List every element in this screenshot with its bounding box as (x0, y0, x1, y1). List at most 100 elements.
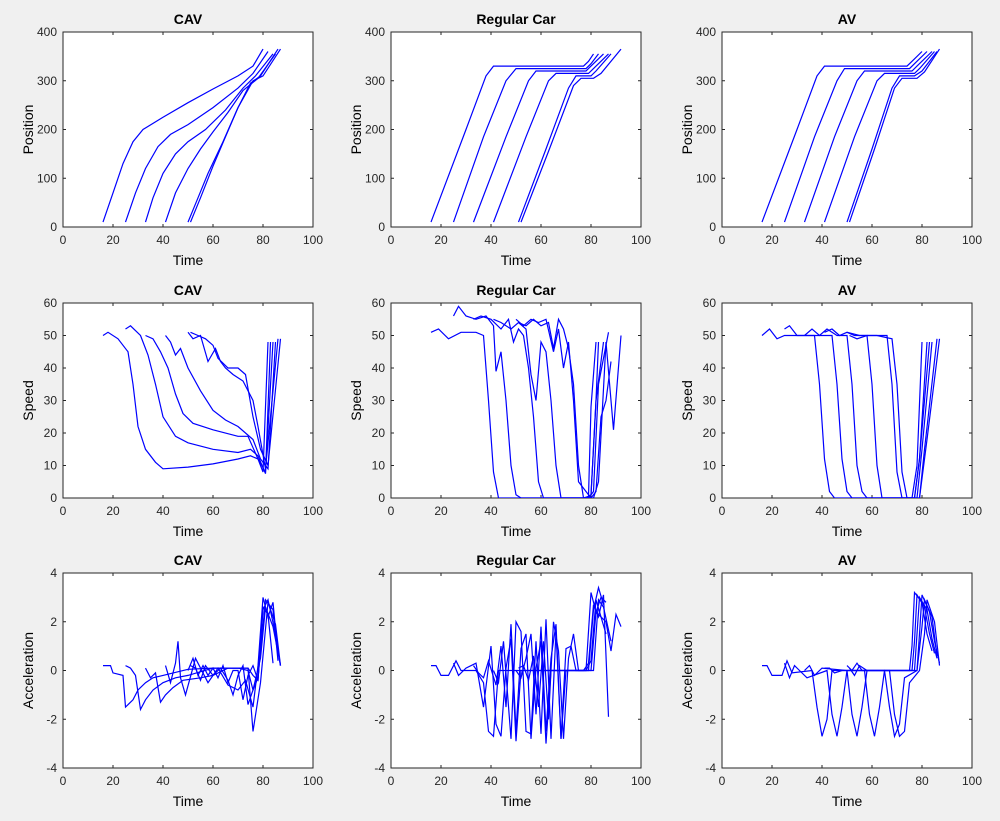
series-line-2 (783, 51, 928, 223)
x-tick-label: 100 (631, 233, 651, 247)
x-tick-label: 60 (865, 774, 879, 788)
x-tick-label: 0 (388, 504, 395, 518)
y-tick-label: 50 (703, 329, 717, 343)
chart-title: CAV (174, 282, 203, 298)
y-axis-label: Acceleration (679, 632, 695, 709)
y-tick-label: 50 (372, 329, 386, 343)
series-group (102, 48, 282, 223)
series-line-4 (165, 335, 277, 471)
x-tick-label: 20 (765, 774, 779, 788)
series-line-2 (783, 592, 936, 737)
y-tick-label: 40 (44, 361, 58, 375)
y-tick-label: 60 (372, 296, 386, 310)
x-axis-label: Time (173, 793, 204, 809)
y-tick-label: 200 (37, 123, 57, 137)
x-tick-label: 60 (865, 504, 879, 518)
series-line-1 (761, 51, 923, 223)
y-tick-label: 0 (709, 220, 716, 234)
x-tick-label: 40 (484, 233, 498, 247)
x-tick-label: 60 (206, 774, 220, 788)
series-line-6 (848, 48, 941, 223)
series-line-2 (784, 324, 928, 498)
series-line-6 (849, 599, 941, 738)
x-tick-label: 0 (60, 504, 67, 518)
series-line-3 (144, 53, 274, 223)
y-tick-label: 40 (703, 361, 717, 375)
y-tick-label: 0 (709, 491, 716, 505)
y-tick-label: 20 (372, 426, 386, 440)
x-tick-label: 0 (60, 774, 67, 788)
x-tick-label: 80 (256, 774, 270, 788)
y-tick-label: 2 (709, 615, 716, 629)
y-tick-label: 400 (37, 25, 57, 39)
y-tick-label: 40 (372, 361, 386, 375)
y-tick-label: 400 (365, 25, 385, 39)
plot-area (390, 31, 642, 228)
chart-title: CAV (174, 11, 203, 27)
y-tick-label: 300 (365, 74, 385, 88)
series-line-1 (430, 53, 594, 223)
x-tick-label: 20 (434, 233, 448, 247)
series-line-6 (518, 598, 612, 739)
chart-title: Regular Car (476, 282, 556, 298)
x-tick-label: 40 (484, 504, 498, 518)
x-tick-label: 100 (962, 233, 982, 247)
y-tick-label: 4 (378, 566, 385, 580)
series-line-4 (824, 328, 933, 498)
x-tick-label: 80 (256, 233, 270, 247)
series-line-5 (515, 596, 607, 739)
subplot-4: 0 20 40 60 80 100 0 10 20 30 40 50 60 Regular Car Time… (348, 282, 651, 539)
y-axis-label: Acceleration (20, 632, 36, 709)
series-line-5 (187, 331, 279, 469)
y-axis-label: Speed (20, 380, 36, 420)
x-tick-label: 100 (303, 233, 323, 247)
x-tick-label: 20 (765, 504, 779, 518)
series-line-2 (452, 53, 599, 223)
plot-area (62, 31, 314, 228)
x-tick-label: 60 (206, 233, 220, 247)
x-tick-label: 80 (584, 504, 598, 518)
x-tick-label: 20 (106, 504, 120, 518)
y-tick-label: -4 (46, 761, 57, 775)
y-tick-label: 30 (372, 394, 386, 408)
x-tick-label: 40 (484, 774, 498, 788)
y-tick-label: 20 (44, 426, 58, 440)
series-line-1 (761, 328, 923, 498)
x-tick-label: 0 (388, 774, 395, 788)
series-line-4 (492, 53, 609, 223)
series-line-6 (849, 334, 941, 498)
y-tick-label: 0 (50, 664, 57, 678)
series-line-4 (164, 597, 279, 708)
chart-title: Regular Car (476, 552, 556, 568)
y-axis-label: Position (348, 105, 364, 155)
series-line-5 (187, 598, 282, 700)
x-tick-label: 80 (584, 233, 598, 247)
x-tick-label: 80 (915, 504, 929, 518)
y-tick-label: 50 (44, 329, 58, 343)
x-axis-label: Time (501, 793, 532, 809)
x-tick-label: 40 (815, 774, 829, 788)
y-axis-label: Speed (348, 380, 364, 420)
y-tick-label: -2 (374, 712, 385, 726)
x-tick-label: 100 (303, 774, 323, 788)
x-tick-label: 100 (962, 504, 982, 518)
x-tick-label: 100 (631, 504, 651, 518)
series-group (102, 325, 282, 475)
subplot-1: 0 20 40 60 80 100 0 100 200 300 400 Regular Car Time… (348, 11, 651, 268)
series-line-6 (520, 48, 622, 223)
y-tick-label: 200 (696, 123, 716, 137)
y-tick-label: 60 (703, 296, 717, 310)
y-tick-label: 2 (378, 615, 385, 629)
x-tick-label: 0 (719, 774, 726, 788)
series-group (761, 324, 941, 498)
y-tick-label: 0 (50, 220, 57, 234)
y-tick-label: 0 (378, 491, 385, 505)
series-group (430, 305, 622, 498)
y-tick-label: 10 (44, 459, 58, 473)
y-tick-label: -4 (374, 761, 385, 775)
x-tick-label: 0 (719, 233, 726, 247)
y-tick-label: 10 (372, 459, 386, 473)
y-tick-label: 400 (696, 25, 716, 39)
subplot-8: 0 20 40 60 80 100 -4 -2 0 2 4 AV Time Acceleration (679, 552, 982, 809)
